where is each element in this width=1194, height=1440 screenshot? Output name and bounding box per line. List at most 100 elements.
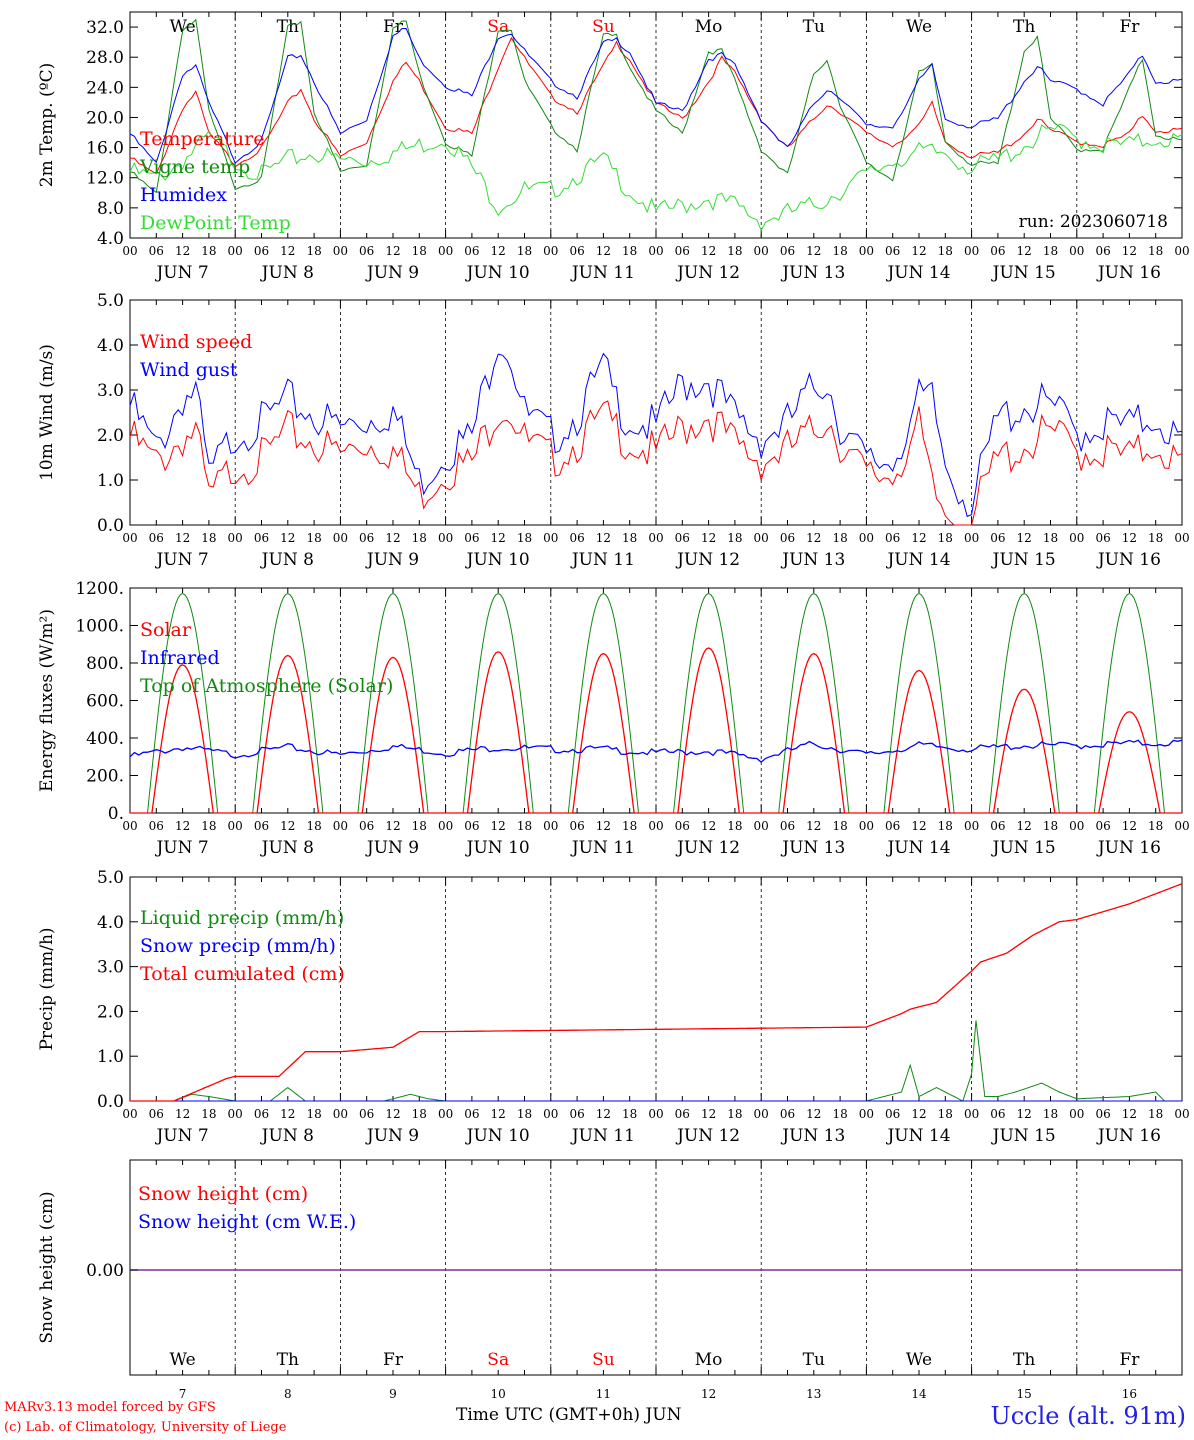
weekday-label: Fr (383, 1350, 404, 1370)
hour-tick-label: 18 (517, 531, 532, 545)
hour-tick-label: 00 (1069, 531, 1084, 545)
y-axis-label: Precip (mm/h) (37, 927, 57, 1050)
y-tick-label: 3.0 (97, 381, 124, 401)
hour-tick-label: 06 (780, 244, 795, 258)
hour-tick-label: 06 (359, 531, 374, 545)
weekday-label: Th (1013, 1350, 1035, 1370)
date-label: JUN 12 (675, 263, 740, 283)
hour-tick-label: 00 (1174, 819, 1189, 833)
hour-tick-label: 00 (754, 819, 769, 833)
weekday-label: Su (592, 17, 615, 37)
weekday-label: Su (592, 1350, 615, 1370)
station-name: Uccle (alt. 91m) (990, 1402, 1186, 1430)
hour-tick-label: 06 (990, 819, 1005, 833)
hour-tick-label: 12 (911, 819, 926, 833)
hour-tick-label: 18 (938, 819, 953, 833)
y-tick-label: 0. (108, 804, 124, 824)
hour-tick-label: 18 (1043, 531, 1058, 545)
hour-tick-label: 12 (385, 244, 400, 258)
y-tick-label: 800. (86, 654, 124, 674)
hour-tick-label: 06 (464, 819, 479, 833)
hour-tick-label: 00 (1174, 531, 1189, 545)
hour-tick-label: 00 (438, 1107, 453, 1121)
hour-tick-label: 00 (333, 1107, 348, 1121)
y-tick-label: 20.0 (86, 108, 124, 128)
hour-tick-label: 06 (780, 819, 795, 833)
hour-tick-label: 06 (464, 531, 479, 545)
date-label: JUN 11 (570, 263, 635, 283)
hour-tick-label: 06 (675, 531, 690, 545)
hour-tick-label: 18 (727, 244, 742, 258)
hour-tick-label: 00 (859, 819, 874, 833)
hour-tick-label: 00 (648, 1107, 663, 1121)
hour-tick-label: 18 (306, 819, 321, 833)
hour-tick-label: 00 (543, 819, 558, 833)
hour-tick-label: 00 (859, 1107, 874, 1121)
hour-tick-label: 00 (648, 819, 663, 833)
hour-tick-label: 18 (727, 531, 742, 545)
hour-tick-label: 00 (228, 244, 243, 258)
day-number-label: 10 (491, 1387, 506, 1400)
date-label: JUN 11 (570, 1126, 635, 1146)
weekday-label: Mo (695, 1350, 723, 1370)
hour-tick-label: 18 (1043, 819, 1058, 833)
hour-tick-label: 00 (1069, 819, 1084, 833)
series-line-humidex (129, 27, 1183, 164)
hour-tick-label: 12 (385, 1107, 400, 1121)
date-label: JUN 13 (780, 550, 845, 570)
date-label: JUN 13 (780, 1126, 845, 1146)
hour-tick-label: 12 (596, 819, 611, 833)
hour-tick-label: 18 (622, 244, 637, 258)
hour-tick-label: 06 (569, 244, 584, 258)
date-label: JUN 8 (260, 1126, 314, 1146)
hour-tick-label: 06 (675, 1107, 690, 1121)
hour-tick-label: 12 (911, 531, 926, 545)
hour-tick-label: 00 (754, 531, 769, 545)
hour-tick-label: 00 (333, 244, 348, 258)
hour-tick-label: 06 (990, 244, 1005, 258)
hour-tick-label: 12 (1122, 819, 1137, 833)
hour-tick-label: 12 (701, 244, 716, 258)
y-tick-label: 1200. (75, 579, 124, 599)
y-axis-label: Snow height (cm) (37, 1191, 57, 1343)
series-line-wind-gust (129, 352, 1183, 518)
legend-entry: Humidex (140, 184, 227, 206)
legend-entry: Temperature (140, 128, 264, 150)
run-label: run: 2023060718 (1019, 212, 1168, 232)
hour-tick-label: 06 (149, 244, 164, 258)
hour-tick-label: 00 (543, 244, 558, 258)
hour-tick-label: 18 (938, 531, 953, 545)
hour-tick-label: 12 (491, 819, 506, 833)
series-line-dewpoint-temp (129, 123, 1183, 232)
credit-line-1: MARv3.13 model forced by GFS (4, 1400, 216, 1415)
weekday-label: Tu (803, 17, 825, 37)
hour-tick-label: 18 (201, 1107, 216, 1121)
hour-tick-label: 12 (491, 244, 506, 258)
y-tick-label: 1000. (75, 617, 124, 637)
hour-tick-label: 06 (149, 1107, 164, 1121)
hour-tick-label: 06 (990, 1107, 1005, 1121)
y-tick-label: 1.0 (97, 1047, 124, 1067)
hour-tick-label: 18 (622, 531, 637, 545)
hour-tick-label: 12 (280, 819, 295, 833)
weekday-label: We (906, 1350, 932, 1370)
y-tick-label: 200. (86, 767, 124, 787)
y-tick-label: 600. (86, 692, 124, 712)
series-line-wind-speed (129, 400, 1183, 526)
hour-tick-label: 18 (412, 531, 427, 545)
hour-tick-label: 00 (122, 244, 137, 258)
hour-tick-label: 06 (780, 531, 795, 545)
date-label: JUN 9 (365, 550, 419, 570)
hour-tick-label: 18 (1148, 1107, 1163, 1121)
hour-tick-label: 18 (727, 1107, 742, 1121)
hour-tick-label: 12 (596, 1107, 611, 1121)
hour-tick-label: 00 (1069, 244, 1084, 258)
legend-entry: Total cumulated (cm) (140, 963, 345, 985)
legend-entry: Snow height (cm) (138, 1183, 308, 1205)
y-tick-label: 16.0 (86, 139, 124, 159)
weekday-label: Th (277, 1350, 299, 1370)
hour-tick-label: 06 (254, 531, 269, 545)
series-line-infrared (129, 739, 1183, 763)
date-label: JUN 12 (675, 550, 740, 570)
hour-tick-label: 18 (832, 819, 847, 833)
